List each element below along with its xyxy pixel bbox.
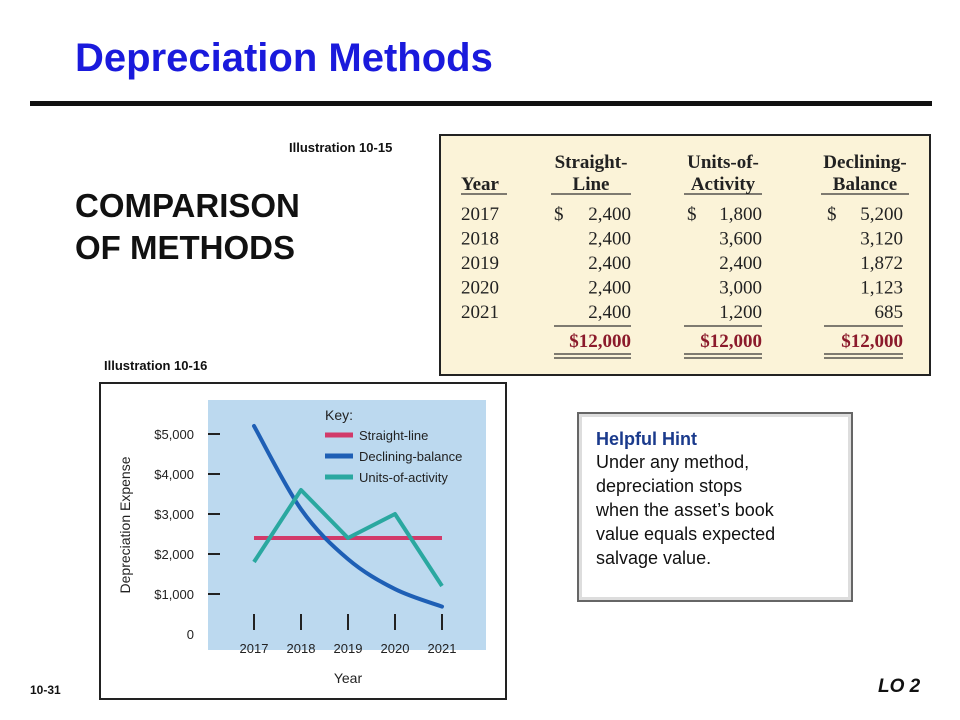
learning-objective: LO 2 [878,676,921,697]
table-total-declining-balance: $12,000 [841,331,903,352]
table-cell-declining-balance: 1,123 [860,278,903,299]
x-tick-label: 2020 [381,641,410,656]
table-cell-currency: $ [827,204,837,225]
table-cell-straight-line: 2,400 [588,253,631,274]
y-axis-label: Depreciation Expense [117,456,133,593]
table-cell-units-of-activity: 3,600 [719,229,762,250]
table-cell-units-of-activity: 2,400 [719,253,762,274]
table-cell-straight-line: 2,400 [588,302,631,323]
x-tick-label: 2017 [240,641,269,656]
table-cell-currency: $ [554,204,564,225]
section-heading-line-2: OF METHODS [75,229,295,266]
table-header-line1: Straight- [555,152,628,173]
x-tick-label: 2019 [334,641,363,656]
y-tick-label: $1,000 [154,587,194,602]
page-number: 10-31 [30,683,61,697]
legend-title: Key: [325,407,353,423]
table-cell-year: 2021 [461,302,499,323]
helpful-hint-box: Helpful Hint Under any method, depreciati… [577,412,853,602]
table-cell-units-of-activity: 3,000 [719,278,762,299]
table-cell-year: 2017 [461,204,499,225]
table-total-units-of-activity: $12,000 [700,331,762,352]
helpful-hint-line: when the asset’s book [596,500,774,520]
table-header-line1: Units-of- [687,152,759,173]
legend-entry: Units-of-activity [359,470,448,485]
y-tick-label: $3,000 [154,507,194,522]
table-cell-year: 2018 [461,229,499,250]
table-header-line2: Balance [833,174,897,195]
table-cell-straight-line: 2,400 [588,229,631,250]
helpful-hint-title: Helpful Hint [596,429,697,449]
table-header-line2: Line [573,174,610,195]
helpful-hint-line: depreciation stops [596,476,743,496]
table-cell-declining-balance: 3,120 [860,229,903,250]
y-tick-label: $4,000 [154,467,194,482]
table-cell-year: 2020 [461,278,499,299]
helpful-hint-line: value equals expected [596,524,776,544]
x-tick-label: 2021 [428,641,457,656]
table-header-line2: Activity [691,174,756,195]
table-cell-year: 2019 [461,253,499,274]
x-axis-label: Year [334,670,363,686]
x-tick-label: 2018 [287,641,316,656]
table-cell-declining-balance: 5,200 [860,204,903,225]
table-cell-declining-balance: 1,872 [860,253,903,274]
depreciation-chart: 0 $1,000 $2,000 $3,000 $4,000 $5,000 2017 2018… [99,382,507,700]
slide-title: Depreciation Methods [75,36,493,80]
y-tick-label: 0 [187,627,194,642]
plot-area [208,400,486,650]
table-header-line1: Declining- [823,152,906,173]
table-cell-units-of-activity: 1,200 [719,302,762,323]
title-divider [30,101,932,106]
table-cell-units-of-activity: 1,800 [719,204,762,225]
helpful-hint-line: salvage value. [596,548,712,568]
table-cell-straight-line: 2,400 [588,204,631,225]
helpful-hint-line: Under any method, [596,452,750,472]
table-total-straight-line: $12,000 [569,331,631,352]
y-tick-label: $5,000 [154,427,194,442]
comparison-table: Year Straight- Line Units-of- Activity Declin… [439,134,931,376]
helpful-hint-text: Under any method, depreciation stops when … [596,450,835,570]
legend-entry: Declining-balance [359,449,462,464]
series-line-declining-balance [252,424,444,609]
table-header-line2: Year [461,174,500,195]
chart-illustration-label: Illustration 10-16 [104,358,208,373]
table-cell-currency: $ [687,204,697,225]
table-illustration-label: Illustration 10-15 [289,140,393,155]
table-cell-declining-balance: 685 [875,302,904,323]
y-tick-label: $2,000 [154,547,194,562]
legend-entry: Straight-line [359,428,428,443]
section-heading-line-1: COMPARISON [75,187,300,224]
section-heading: COMPARISON OF METHODS [75,185,300,269]
table-cell-straight-line: 2,400 [588,278,631,299]
